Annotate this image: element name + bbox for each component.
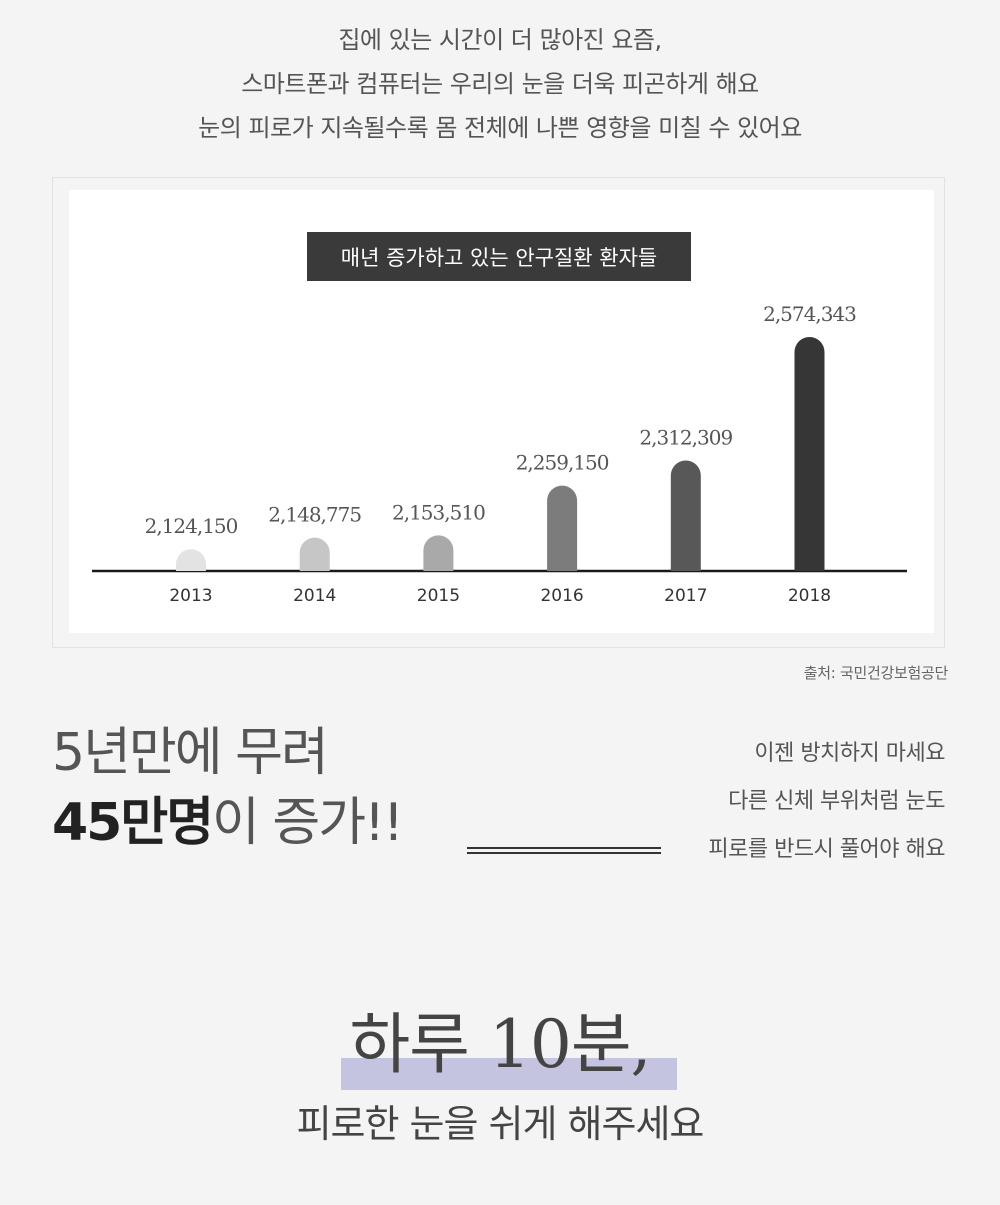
bar-chart: 매년 증가하고 있는 안구질환 환자들 2,124,150 2013 2,148,77… <box>92 232 907 606</box>
intro-line-2: 스마트폰과 컴퓨터는 우리의 눈을 더욱 피곤하게 해요 <box>241 70 759 98</box>
closing-title-text: 하루 10분, <box>349 1006 651 1083</box>
value-label-2014: 2,148,775 <box>268 503 361 527</box>
tick-label-2014: 2014 <box>293 586 336 606</box>
bar-2016 <box>547 485 578 571</box>
bar-2015 <box>423 535 454 571</box>
right-note-line-1: 이젠 방치하지 마세요 <box>754 741 945 766</box>
bar-2013 <box>176 549 206 571</box>
headline-line-2: 45만명이 증가!! <box>52 788 404 858</box>
intro-text: 집에 있는 시간이 더 많아진 요즘, 스마트폰과 컴퓨터는 우리의 눈을 더욱… <box>0 18 1000 150</box>
tick-label-2018: 2018 <box>788 586 831 606</box>
bar-2018 <box>794 337 825 571</box>
right-note-line-2: 다른 신체 부위처럼 눈도 <box>728 789 945 814</box>
headline-highlight-number: 45만명 <box>52 793 214 853</box>
value-label-2016: 2,259,150 <box>516 451 609 475</box>
closing-title: 하루 10분, <box>0 1000 1000 1090</box>
bar-2014 <box>299 537 330 571</box>
headline: 5년만에 무려 45만명이 증가!! <box>52 718 404 858</box>
tick-label-2016: 2016 <box>540 586 583 606</box>
closing-subtitle: 피로한 눈을 쉬게 해주세요 <box>296 1102 705 1146</box>
headline-line-2-rest: 이 증가!! <box>212 793 404 853</box>
source-credit: 출처: 국민건강보험공단 <box>803 664 949 682</box>
chart-title: 매년 증가하고 있는 안구질환 환자들 <box>341 246 658 270</box>
tick-label-2013: 2013 <box>169 586 212 606</box>
closing-title-highlight-wrap: 하루 10분, <box>341 1000 677 1090</box>
intro-line-3: 눈의 피로가 지속될수록 몸 전체에 나쁜 영향을 미칠 수 있어요 <box>198 114 802 142</box>
chart-frame: 매년 증가하고 있는 안구질환 환자들 2,124,150 2013 2,148,77… <box>52 177 945 648</box>
double-rule-divider <box>467 847 661 854</box>
tick-label-2015: 2015 <box>417 586 460 606</box>
value-label-2017: 2,312,309 <box>639 426 732 450</box>
headline-line-1: 5년만에 무려 <box>52 723 329 783</box>
right-note-line-3: 피로를 반드시 풀어야 해요 <box>708 837 945 862</box>
chart-title-box <box>307 232 691 281</box>
value-label-2015: 2,153,510 <box>392 500 485 524</box>
value-label-2013: 2,124,150 <box>145 514 238 538</box>
intro-line-1: 집에 있는 시간이 더 많아진 요즘, <box>338 26 662 54</box>
tick-label-2017: 2017 <box>664 586 707 606</box>
right-note: 이젠 방치하지 마세요 다른 신체 부위처럼 눈도 피로를 반드시 풀어야 해요 <box>708 730 945 874</box>
closing-title-highlight-bar <box>341 1058 677 1090</box>
value-label-2018: 2,574,343 <box>763 302 856 326</box>
bar-2017 <box>670 460 701 571</box>
chart-panel: 매년 증가하고 있는 안구질환 환자들 2,124,150 2013 2,148,77… <box>69 190 934 633</box>
